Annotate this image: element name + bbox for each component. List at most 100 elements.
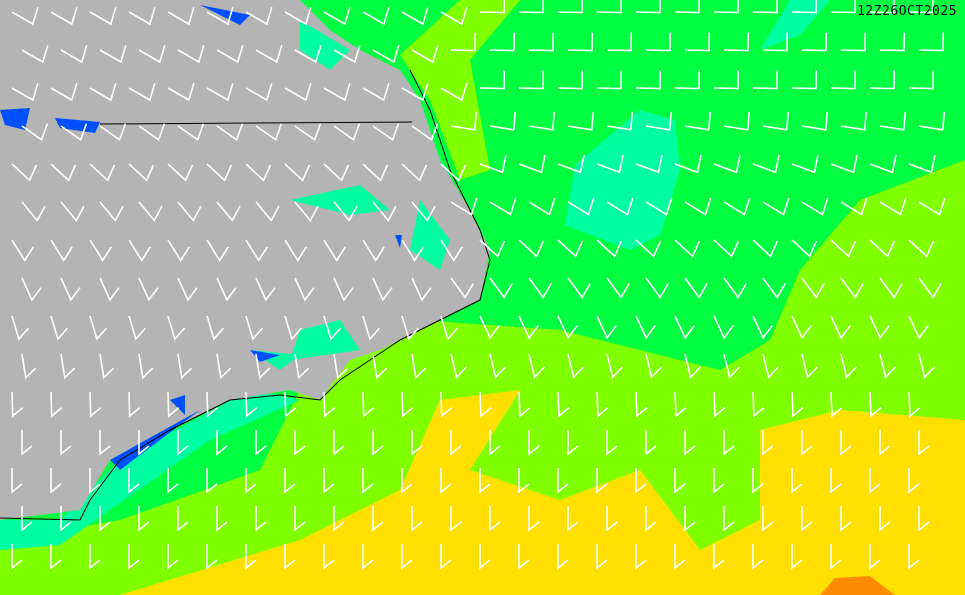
wind-barb xyxy=(206,468,218,494)
wind-barb xyxy=(89,83,117,102)
wind-barb xyxy=(713,544,725,570)
wind-barb xyxy=(635,0,661,14)
wind-barb xyxy=(557,391,570,418)
wind-barb xyxy=(713,239,740,258)
wind-barb xyxy=(216,123,244,142)
yellow-zone xyxy=(120,390,965,595)
wind-barb xyxy=(206,315,225,341)
wind-barb xyxy=(801,32,827,52)
wind-barb xyxy=(869,544,881,570)
wind-barb xyxy=(167,7,195,26)
wind-barb xyxy=(21,506,33,532)
wind-barb xyxy=(908,154,936,174)
coastline xyxy=(0,69,491,521)
wind-barb xyxy=(908,544,920,570)
wind-barb xyxy=(674,239,701,258)
wind-barb xyxy=(674,0,700,14)
wind-barb xyxy=(567,32,593,52)
wind-barb xyxy=(206,163,233,182)
wind-barb xyxy=(89,468,101,494)
wind-barb xyxy=(840,32,866,52)
wind-barb xyxy=(323,544,335,570)
wind-barb xyxy=(21,123,49,142)
wind-barb xyxy=(50,239,73,262)
wind-barb xyxy=(830,544,842,570)
wind-barb xyxy=(479,468,491,494)
wind-barb xyxy=(284,7,312,26)
wind-barb xyxy=(99,201,124,222)
wind-barb xyxy=(333,45,361,64)
wind-barb xyxy=(362,7,390,26)
wind-barb xyxy=(177,45,205,64)
wind-barb xyxy=(99,45,127,64)
wind-barb xyxy=(752,391,765,418)
wind-barb xyxy=(372,353,388,380)
wind-barb xyxy=(167,391,180,418)
wind-barb xyxy=(99,277,120,302)
wind-barb xyxy=(255,506,267,532)
wind-barb xyxy=(284,544,296,570)
wind-barb xyxy=(518,154,546,174)
wind-barb xyxy=(596,315,617,340)
teal-zone-offshore xyxy=(565,110,680,250)
wind-barb xyxy=(713,70,739,90)
wind-barb xyxy=(635,239,662,258)
wind-barb xyxy=(450,277,474,299)
wind-barb xyxy=(596,154,624,174)
wind-barb xyxy=(440,315,459,341)
wind-barb xyxy=(596,70,622,90)
wind-barb xyxy=(411,45,439,64)
wind-barb xyxy=(723,197,751,216)
wind-barb xyxy=(869,315,890,340)
wind-barb xyxy=(596,391,609,418)
wind-barb xyxy=(89,544,101,570)
wind-barb xyxy=(489,277,513,299)
wind-barb xyxy=(284,83,312,102)
wind-barb xyxy=(99,506,111,532)
wind-barb xyxy=(323,163,350,182)
wind-barb xyxy=(362,468,374,494)
wind-barb xyxy=(518,468,530,494)
wind-barb xyxy=(362,163,389,182)
wind-barb xyxy=(21,277,42,302)
wind-barb xyxy=(401,468,413,494)
wind-barb xyxy=(440,544,452,570)
wind-barb xyxy=(635,315,656,340)
wind-barb xyxy=(216,45,244,64)
wind-barb xyxy=(567,353,584,379)
wind-barb xyxy=(128,163,155,182)
wind-barb xyxy=(50,83,78,102)
wind-barb xyxy=(606,197,634,216)
light-green-zone-south xyxy=(0,160,965,595)
wind-barb xyxy=(372,430,384,456)
wind-barb xyxy=(50,315,69,341)
wind-barb xyxy=(206,391,219,418)
wind-barb xyxy=(99,123,127,142)
wind-barb xyxy=(60,506,72,532)
wind-barb xyxy=(908,70,934,90)
wind-barb xyxy=(791,70,817,90)
wind-barb xyxy=(713,391,726,418)
wind-barb xyxy=(713,154,741,174)
wind-barb xyxy=(869,0,895,14)
wind-barb xyxy=(206,83,234,102)
wind-barb xyxy=(333,123,361,142)
wind-barb xyxy=(245,468,257,494)
wind-barb xyxy=(879,353,896,379)
wind-barb xyxy=(294,45,322,64)
wind-barb xyxy=(723,111,751,131)
wind-barb xyxy=(528,32,554,52)
wind-barb xyxy=(918,430,930,456)
wind-barb xyxy=(50,163,77,182)
wind-barb xyxy=(840,197,868,216)
wind-barb xyxy=(138,277,159,302)
wind-barb xyxy=(762,430,774,456)
wind-barb xyxy=(216,201,241,222)
wind-barb xyxy=(411,201,436,222)
wind-barb xyxy=(840,353,857,379)
wind-barb xyxy=(138,201,163,222)
wind-barb xyxy=(567,197,595,216)
wind-barb xyxy=(567,111,595,131)
wind-barb xyxy=(879,277,903,299)
wind-barb xyxy=(440,163,467,182)
